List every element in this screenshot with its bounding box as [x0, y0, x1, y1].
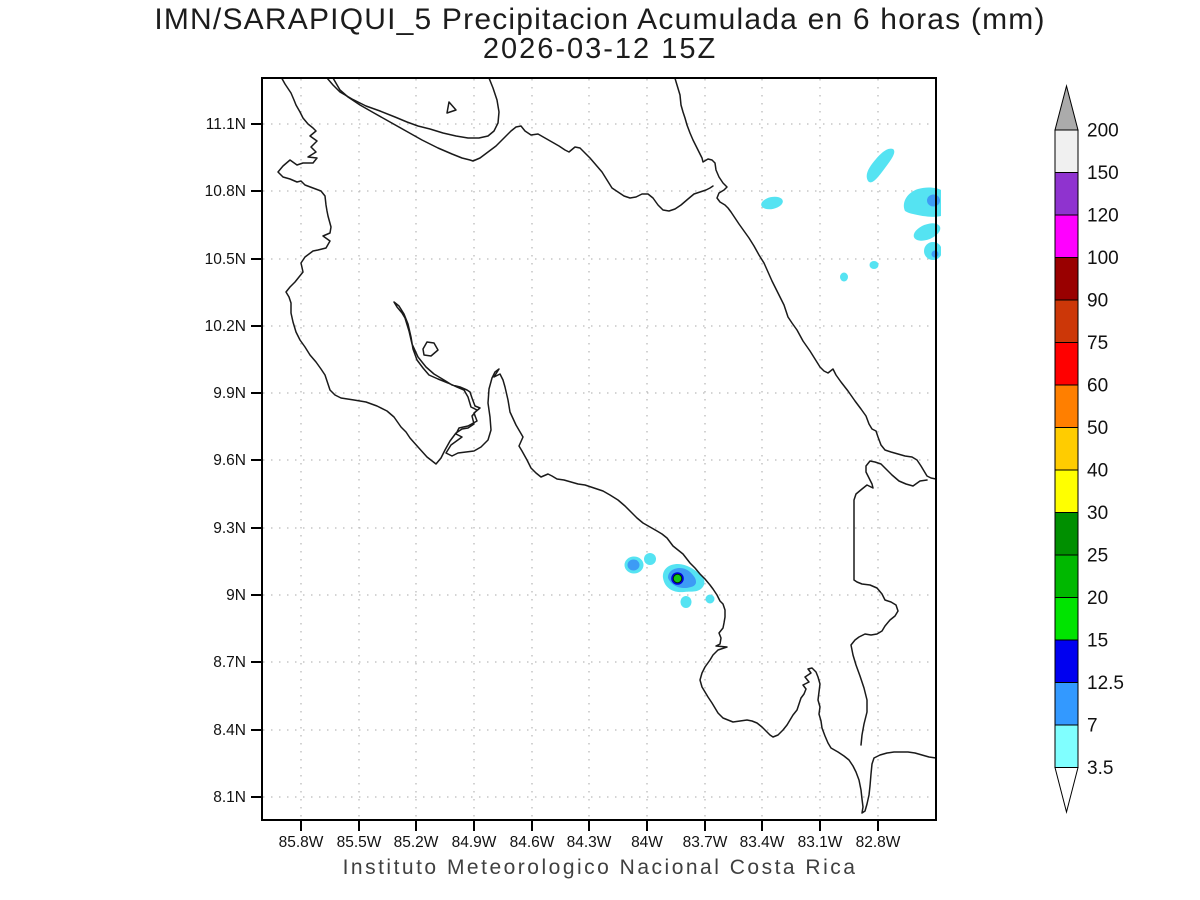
- lon-label: 84.6W: [510, 834, 555, 851]
- colorbar-box: [1054, 342, 1079, 386]
- colorbar-box: [1054, 682, 1079, 726]
- colorbar-tick: 30: [1087, 503, 1108, 524]
- lat-label: 10.8N: [205, 183, 246, 200]
- colorbar-tick: 100: [1087, 248, 1119, 269]
- colorbar-tick: 60: [1087, 376, 1108, 397]
- colorbar-box: [1054, 554, 1079, 598]
- lon-label: 85.5W: [337, 834, 382, 851]
- colorbar-tick: 200: [1087, 121, 1119, 142]
- graticule-grid: [263, 79, 935, 819]
- colorbar: 200 150 120 100 90 75 60 50 40 30 25 20 …: [1054, 84, 1124, 814]
- plot-title: IMN/SARAPIQUI_5 Precipitacion Acumulada …: [154, 3, 1046, 36]
- lon-axis-labels: 85.8W 85.5W 85.2W 84.9W 84.6W 84.3W 84W …: [279, 834, 901, 851]
- colorbar-labels: 200 150 120 100 90 75 60 50 40 30 25 20 …: [1087, 121, 1124, 780]
- colorbar-box: [1054, 129, 1079, 173]
- colorbar-box: [1054, 172, 1079, 216]
- lake-island: [446, 101, 457, 114]
- pacific-coastline: [277, 79, 937, 814]
- caribbean-coastline: [674, 79, 937, 480]
- colorbar-tick: 50: [1087, 418, 1108, 439]
- lon-label: 85.8W: [279, 834, 324, 851]
- lat-label: 10.2N: [205, 318, 246, 335]
- gulf-island: [422, 341, 439, 357]
- colorbar-box: [1054, 724, 1079, 768]
- axis-ticks: [251, 123, 879, 831]
- coastline-layer: [277, 79, 937, 814]
- lon-label: 84W: [631, 834, 663, 851]
- precip-moderate-patches: [627, 194, 940, 589]
- precip-light-patches: [624, 148, 941, 608]
- colorbar-box: [1054, 257, 1079, 301]
- nicaragua-border: [332, 79, 714, 212]
- lon-label: 84.3W: [567, 834, 612, 851]
- colorbar-tick: 25: [1087, 546, 1108, 567]
- lon-label: 85.2W: [394, 834, 439, 851]
- lat-label: 9N: [226, 587, 246, 604]
- colorbar-bottom-arrow: [1054, 767, 1079, 814]
- colorbar-tick: 150: [1087, 163, 1119, 184]
- colorbar-box: [1054, 384, 1079, 428]
- lat-label: 9.6N: [213, 452, 246, 469]
- precip-intense-core: [672, 573, 683, 584]
- lat-label: 10.5N: [205, 251, 246, 268]
- institution-caption: Instituto Meteorologico Nacional Costa R…: [342, 856, 858, 879]
- lat-label: 8.7N: [213, 654, 246, 671]
- colorbar-box: [1054, 639, 1079, 683]
- panama-coast-border: [850, 460, 928, 746]
- lat-label: 8.4N: [213, 722, 246, 739]
- colorbar-top-arrow: [1054, 84, 1079, 131]
- lat-label: 9.3N: [213, 520, 246, 537]
- colorbar-box: [1054, 427, 1079, 471]
- colorbar-box: [1054, 299, 1079, 343]
- lon-label: 83.1W: [798, 834, 843, 851]
- lat-label: 11.1N: [206, 116, 246, 133]
- colorbar-tick: 12.5: [1087, 673, 1124, 694]
- colorbar-box: [1054, 512, 1079, 556]
- lon-label: 83.4W: [740, 834, 785, 851]
- lon-label: 82.8W: [856, 834, 901, 851]
- colorbar-tick: 20: [1087, 588, 1108, 609]
- colorbar-tick: 7: [1087, 716, 1098, 737]
- lat-label: 8.1N: [213, 789, 246, 806]
- colorbar-tick: 3.5: [1087, 758, 1113, 779]
- lake-nicaragua-shore: [326, 79, 500, 139]
- plot-subtitle-datetime: 2026-03-12 15Z: [482, 33, 718, 65]
- lat-axis-labels: 11.1N 10.8N 10.5N 10.2N 9.9N 9.6N 9.3N 9…: [205, 116, 246, 806]
- colorbar-box: [1054, 469, 1079, 513]
- colorbar-tick: 75: [1087, 333, 1108, 354]
- colorbar-tick: 90: [1087, 291, 1108, 312]
- colorbar-tick: 120: [1087, 206, 1119, 227]
- colorbar-box: [1054, 214, 1079, 258]
- lon-label: 84.9W: [452, 834, 497, 851]
- lon-label: 83.7W: [683, 834, 728, 851]
- colorbar-tick: 40: [1087, 461, 1108, 482]
- map-frame: [261, 77, 937, 821]
- lat-label: 9.9N: [213, 385, 246, 402]
- colorbar-tick: 15: [1087, 631, 1108, 652]
- colorbar-box: [1054, 597, 1079, 641]
